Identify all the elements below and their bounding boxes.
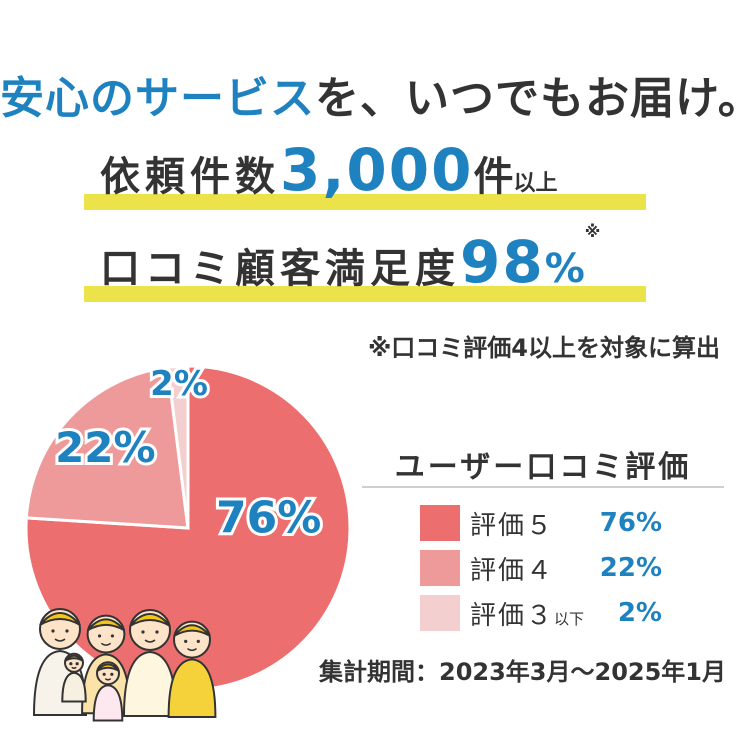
stat-satisfaction-note-mark: ※ (584, 222, 601, 241)
legend-swatch-rating4 (420, 550, 460, 586)
stat-satisfaction: 口コミ顧客満足度98% ※ (100, 222, 600, 296)
legend-swatch-rating3 (420, 595, 460, 631)
stat-requests-label: 依頼件数 (100, 154, 280, 200)
family-illustration (32, 608, 217, 722)
pie-label-rating3: 2% (150, 364, 208, 404)
legend-item-rating4: 評価４ 22% (420, 549, 662, 587)
headline-emphasis: 安心のサービス (0, 73, 315, 124)
legend-item-rating5: 評価５ 76% (420, 504, 662, 542)
legend-divider (362, 486, 724, 488)
legend-swatch-rating5 (420, 505, 460, 541)
highlight-bar-2 (84, 286, 646, 302)
headline-rest: を、いつでもお届け。 (315, 73, 750, 124)
legend-item-rating3: 評価３以下 2% (420, 594, 662, 632)
stat-satisfaction-value: 98 (460, 228, 545, 296)
legend-value-rating5: 76% (599, 508, 662, 538)
stat-satisfaction-unit: % (544, 246, 585, 292)
headline: 安心のサービスを、いつでもお届け。 (0, 62, 750, 126)
stat-requests: 依頼件数3,000件以上 (100, 136, 557, 204)
legend-value-rating4: 22% (599, 553, 662, 583)
footnote: ※口コミ評価4以上を対象に算出 (367, 334, 720, 362)
period: 集計期間：2023年3月〜2025年1月 (319, 658, 726, 686)
highlight-bar-1 (84, 194, 646, 210)
stat-satisfaction-label: 口コミ顧客満足度 (100, 246, 460, 292)
stat-requests-value: 3,000 (280, 136, 474, 204)
pie-label-rating5: 76% (216, 493, 321, 544)
stat-requests-suffix: 以上 (513, 171, 558, 196)
legend-label-rating3: 評価３以下 (470, 600, 585, 631)
legend-value-rating3: 2% (617, 598, 662, 628)
pie-label-rating4: 22% (55, 423, 156, 472)
pie-slice-rating3 (166, 364, 190, 529)
legend-label-rating5: 評価５ (470, 510, 555, 541)
legend-label-rating4: 評価４ (470, 555, 555, 586)
legend-title: ユーザー口コミ評価 (394, 450, 692, 485)
pie-slice-rating4 (24, 365, 190, 530)
stat-requests-unit: 件 (473, 154, 514, 200)
